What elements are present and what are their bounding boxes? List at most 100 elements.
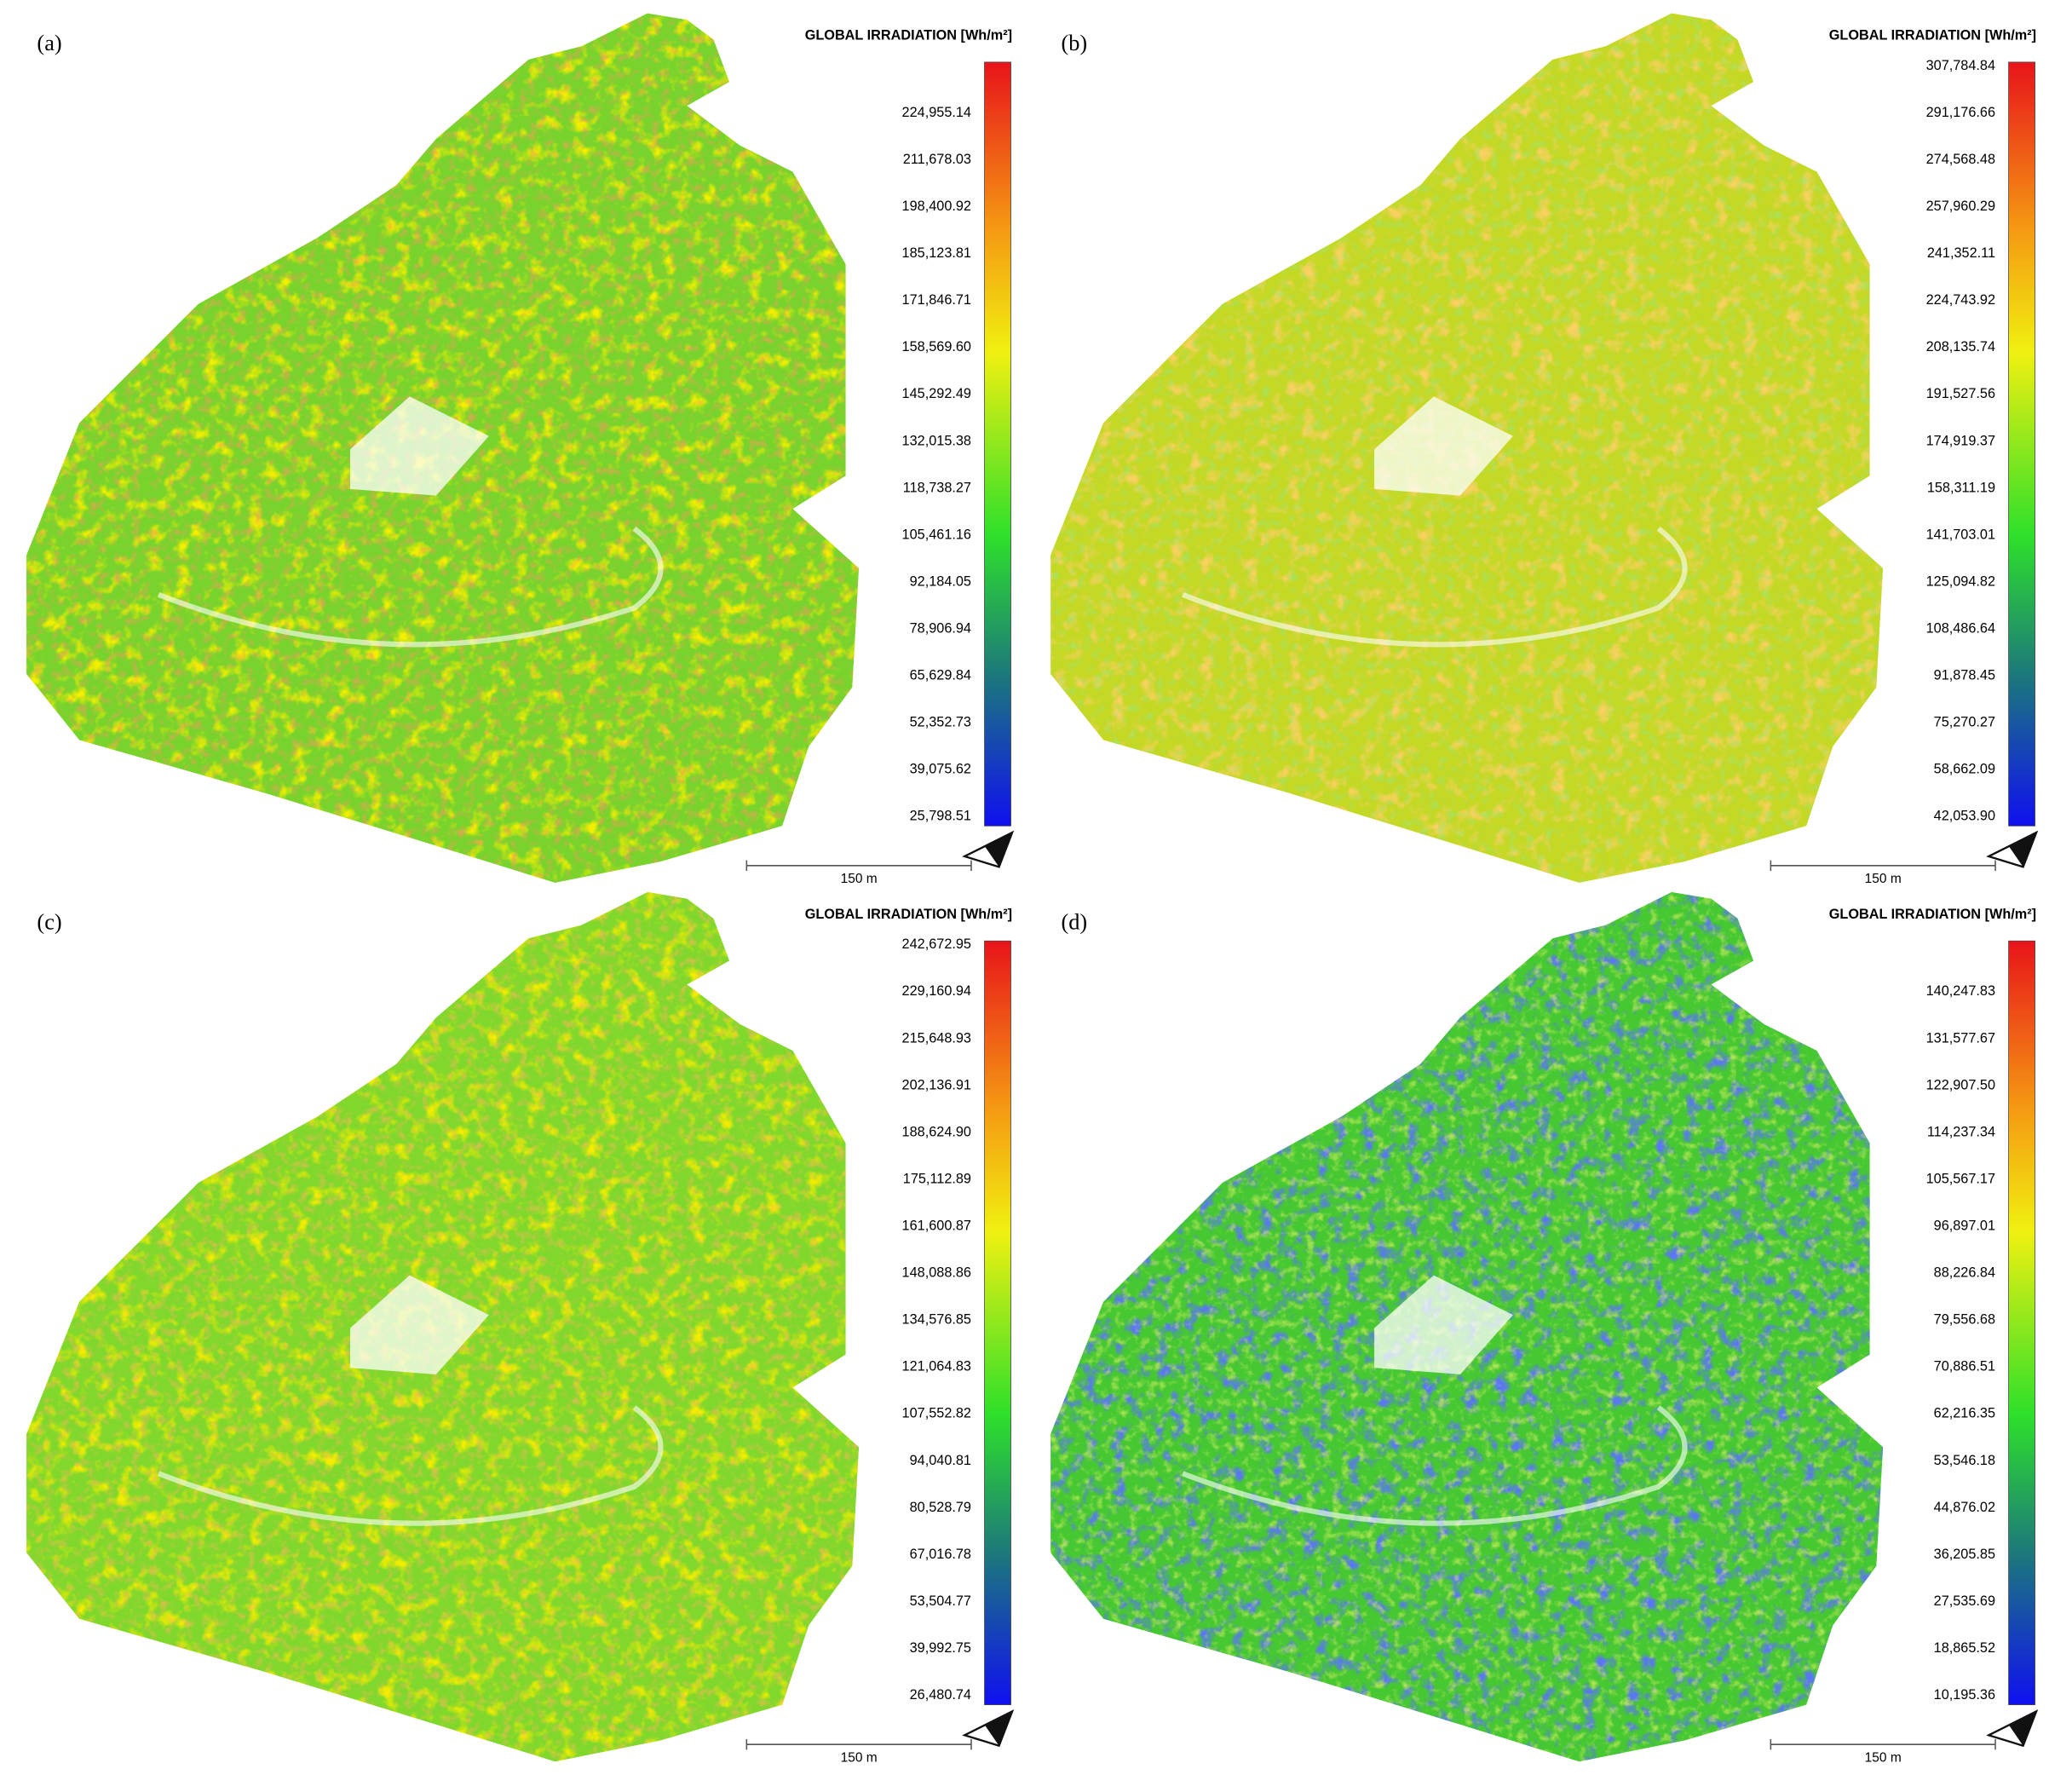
- castle-building: [350, 1275, 489, 1374]
- panel: (a) GLOBAL IRRADIATION [Wh/m²] 224,955.14 2…: [26, 13, 1015, 886]
- legend-label: 114,237.34: [1927, 1124, 1995, 1139]
- legend-label: 70,886.51: [1934, 1359, 1995, 1374]
- legend-label: 131,577.67: [1926, 1030, 1995, 1046]
- legend-label: 141,703.01: [1926, 527, 1995, 542]
- legend-label: 26,480.74: [910, 1687, 971, 1703]
- legend-label: 145,292.49: [902, 386, 971, 401]
- legend-label: 158,569.60: [902, 339, 971, 354]
- north-arrow-fill: [984, 833, 1013, 867]
- legend-title: GLOBAL IRRADIATION [Wh/m²]: [805, 28, 1012, 43]
- legend-label: 53,504.77: [910, 1593, 971, 1609]
- legend-label: 291,176.66: [1926, 105, 1995, 120]
- point-cloud-map: [1050, 13, 1884, 883]
- panel: (b) GLOBAL IRRADIATION [Wh/m²] 307,784.84 2…: [1050, 13, 2039, 886]
- panel-label: (a): [37, 31, 61, 55]
- colorbar: [984, 61, 1011, 827]
- castle-wall: [157, 526, 664, 648]
- legend-label: 10,195.36: [1934, 1687, 1995, 1703]
- legend-label: 191,527.56: [1926, 386, 1995, 401]
- legend-label: 132,015.38: [902, 433, 971, 448]
- legend-label: 94,040.81: [910, 1453, 971, 1468]
- legend-label: 44,876.02: [1934, 1500, 1995, 1515]
- panel: (c) GLOBAL IRRADIATION [Wh/m²] 242,672.95 2…: [26, 891, 1015, 1765]
- legend-label: 36,205.85: [1934, 1547, 1995, 1562]
- legend-label: 134,576.85: [902, 1312, 971, 1328]
- legend-label: 202,136.91: [902, 1077, 971, 1092]
- point-cloud-map: [26, 891, 860, 1762]
- legend-label: 125,094.82: [1926, 573, 1995, 589]
- scale-label: 150 m: [841, 872, 878, 886]
- legend-label: 25,798.51: [910, 809, 971, 824]
- legend-label: 229,160.94: [902, 983, 971, 999]
- legend-label: 27,535.69: [1934, 1593, 1995, 1609]
- legend-label: 307,784.84: [1926, 58, 1995, 73]
- legend-label: 148,088.86: [902, 1265, 971, 1281]
- legend-label: 96,897.01: [1934, 1219, 1995, 1234]
- legend-title: GLOBAL IRRADIATION [Wh/m²]: [1829, 907, 2036, 922]
- legend-label: 175,112.89: [903, 1171, 971, 1186]
- legend-label: 18,865.52: [1934, 1640, 1995, 1656]
- scale-label: 150 m: [1865, 872, 1902, 886]
- colorbar: [2008, 61, 2035, 827]
- legend-title: GLOBAL IRRADIATION [Wh/m²]: [1829, 28, 2036, 43]
- legend-label: 39,075.62: [910, 762, 971, 777]
- legend-label: 91,878.45: [1934, 668, 1995, 683]
- legend-label: 107,552.82: [902, 1406, 971, 1421]
- legend-label: 140,247.83: [1926, 983, 1995, 999]
- legend-label: 161,600.87: [902, 1219, 971, 1234]
- legend-label: 242,672.95: [902, 936, 971, 952]
- legend-label: 171,846.71: [902, 292, 971, 308]
- panel: (d) GLOBAL IRRADIATION [Wh/m²] 140,247.83 1…: [1050, 891, 2039, 1765]
- legend-label: 241,352.11: [1927, 245, 1995, 261]
- north-arrow-fill: [984, 1711, 1013, 1746]
- legend-label: 105,567.17: [1926, 1171, 1995, 1186]
- legend-label: 78,906.94: [910, 621, 971, 637]
- north-arrow-fill: [2008, 1711, 2037, 1746]
- legend-label: 185,123.81: [902, 245, 971, 261]
- scale-label: 150 m: [841, 1750, 878, 1765]
- legend-label: 211,678.03: [903, 152, 971, 167]
- legend-label: 198,400.92: [902, 199, 971, 214]
- castle-building: [1374, 396, 1513, 496]
- legend-label: 122,907.50: [1926, 1077, 1995, 1092]
- legend-label: 65,629.84: [910, 668, 971, 683]
- colorbar: [984, 940, 1011, 1706]
- legend-label: 67,016.78: [910, 1547, 971, 1562]
- legend-label: 53,546.18: [1934, 1453, 1995, 1468]
- legend-label: 52,352.73: [910, 715, 971, 730]
- legend-label: 158,311.19: [1927, 480, 1995, 495]
- legend-label: 215,648.93: [902, 1030, 971, 1046]
- castle-building: [350, 396, 489, 496]
- panel-label: (d): [1061, 909, 1087, 934]
- castle-wall: [1182, 526, 1688, 648]
- legend-label: 208,135.74: [1926, 339, 1995, 354]
- panel-label: (b): [1061, 31, 1087, 55]
- legend-label: 62,216.35: [1934, 1406, 1995, 1421]
- legend-label: 257,960.29: [1926, 199, 1995, 214]
- legend-label: 174,919.37: [1926, 433, 1995, 448]
- legend-label: 39,992.75: [910, 1640, 971, 1656]
- legend-label: 79,556.68: [1934, 1312, 1995, 1328]
- legend-label: 121,064.83: [902, 1359, 971, 1374]
- legend-label: 118,738.27: [903, 480, 971, 495]
- castle-building: [1374, 1275, 1513, 1374]
- legend-title: GLOBAL IRRADIATION [Wh/m²]: [805, 907, 1012, 922]
- legend-label: 88,226.84: [1934, 1265, 1995, 1281]
- legend-label: 224,743.92: [1926, 292, 1995, 308]
- legend-label: 108,486.64: [1926, 621, 1995, 637]
- legend-label: 105,461.16: [902, 527, 971, 542]
- legend-label: 75,270.27: [1934, 715, 1995, 730]
- colorbar: [2008, 940, 2035, 1706]
- legend-label: 188,624.90: [902, 1124, 971, 1139]
- panel-label: (c): [37, 909, 61, 934]
- castle-wall: [157, 1405, 664, 1526]
- legend-label: 42,053.90: [1934, 809, 1995, 824]
- legend-label: 274,568.48: [1926, 152, 1995, 167]
- north-arrow-fill: [2008, 833, 2037, 867]
- legend-label: 224,955.14: [902, 105, 971, 120]
- legend-label: 92,184.05: [910, 573, 971, 589]
- point-cloud-map: [26, 13, 860, 883]
- scale-label: 150 m: [1865, 1750, 1902, 1765]
- legend-label: 80,528.79: [910, 1500, 971, 1515]
